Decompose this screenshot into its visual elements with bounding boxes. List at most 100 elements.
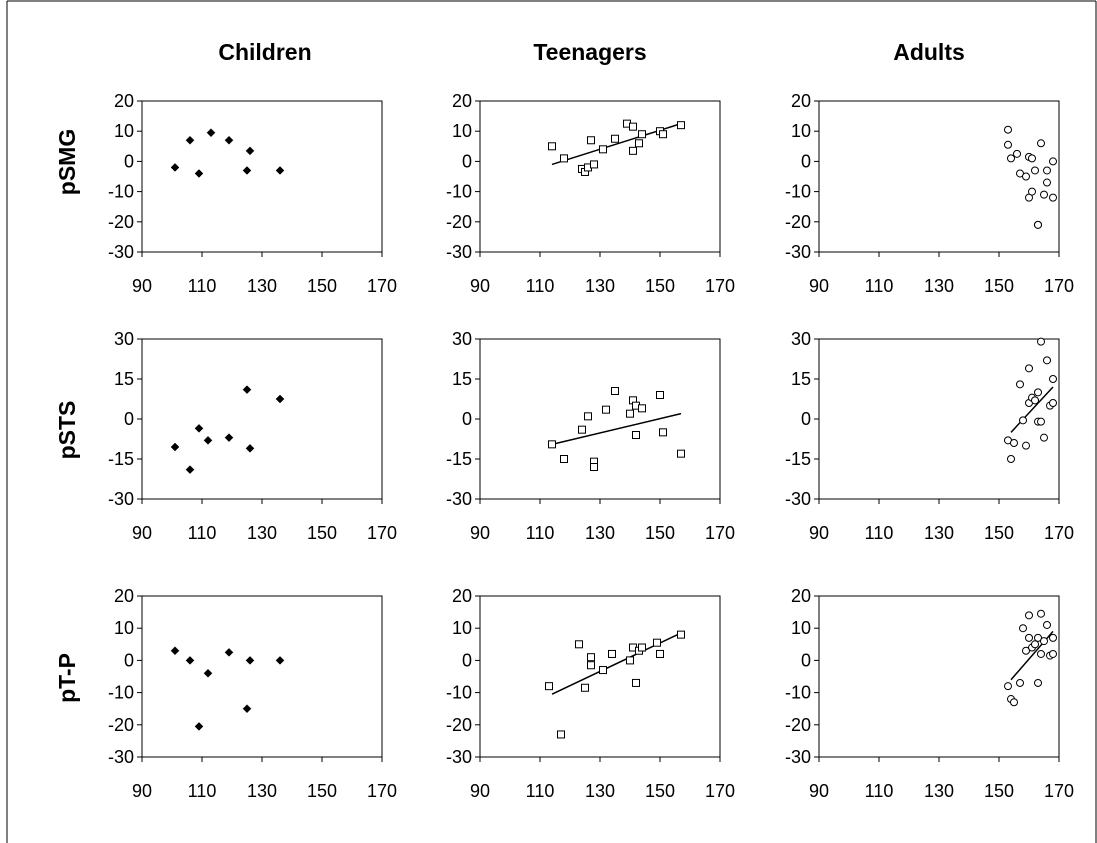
panel-ptp-adults-x-tick-label: 110: [865, 781, 894, 801]
panel-psmg-adults-y-tick-label: -30: [785, 242, 811, 262]
panel-psmg-children: -30 -20 -10 0 10 20 90 110 130 150 170: [108, 91, 397, 296]
panel-psmg-teenagers-data-point: [629, 122, 637, 131]
panel-psts-children-data-point: [242, 385, 252, 395]
panel-psmg-children-data-point: [245, 146, 255, 156]
panel-psmg-teenagers-y-tick-label: 0: [462, 151, 472, 171]
panel-ptp-children-data-point: [245, 656, 255, 665]
panel-psmg-teenagers-data-point: [611, 134, 619, 143]
panel-psmg-children-y-tick-label: -10: [108, 182, 134, 202]
panel-ptp-teenagers-x-tick-label: 170: [705, 781, 735, 801]
panel-psts-teenagers-data-point: [611, 387, 619, 395]
panel-ptp-children-y-tick-label: -30: [108, 747, 134, 767]
panel-psmg-teenagers: -30 -20 -10 0 10 20 90 110 130 150 170: [446, 91, 735, 296]
panel-psts-teenagers-data-point: [632, 431, 640, 439]
panel-ptp-children-plot-area: [141, 595, 383, 758]
panel-psts-teenagers-data-point: [677, 449, 685, 458]
panel-psmg-teenagers-y-tick-label: -10: [446, 182, 472, 202]
panel-psmg-children-x-tick-label: 110: [188, 276, 217, 296]
panel-psmg-adults-y-tick-label: -20: [785, 212, 811, 232]
panel-ptp-adults-y-tick-label: 10: [791, 618, 811, 638]
panel-ptp-children-data-point: [242, 704, 252, 714]
panel-ptp-adults-data-point: [1034, 678, 1042, 687]
panel-ptp-adults-x-tick-label: 170: [1044, 781, 1074, 801]
panel-psts-teenagers: -30 -15 0 15 30 90 110 130 150 170: [446, 329, 735, 543]
panel-psts-children: -30 -15 0 15 30 90 110 130 150 170: [108, 329, 397, 543]
panel-psmg-adults: -30 -20 -10 0 10 20 90 110 130 150 170: [785, 91, 1074, 296]
panel-ptp-teenagers-y-tick-label: 20: [452, 586, 472, 606]
panel-ptp-teenagers-data-point: [575, 640, 583, 649]
panel-ptp-teenagers-data-point: [557, 730, 565, 739]
panel-psts-teenagers-y-tick-label: 0: [462, 409, 472, 429]
panel-psts-children-data-point: [185, 465, 195, 475]
panel-psmg-adults-data-point: [1043, 178, 1051, 187]
panel-psts-teenagers-x-tick-label: 110: [526, 523, 555, 543]
panel-ptp-children-x-tick-label: 170: [367, 781, 397, 801]
panel-psmg-children-x-tick-label: 150: [307, 276, 337, 296]
panel-psts-adults-data-point: [1010, 439, 1018, 447]
panel-psmg-teenagers-data-point: [629, 146, 637, 155]
panel-ptp-teenagers-y-tick-label: -10: [446, 683, 472, 703]
panel-psts-adults-data-point: [1019, 416, 1027, 425]
panel-psmg-teenagers-x-tick-label: 130: [585, 276, 615, 296]
panel-psmg-teenagers-data-point: [677, 121, 685, 130]
panel-ptp-children-data-point: [224, 647, 234, 657]
panel-psts-adults-y-tick-label: -30: [785, 489, 811, 509]
panel-psts-teenagers-data-point: [578, 425, 586, 434]
panel-ptp-teenagers-y-tick-label: -20: [446, 715, 472, 735]
panel-psmg-children-x-tick-label: 130: [247, 276, 277, 296]
panel-psmg-adults-data-point: [1028, 154, 1036, 163]
panel-psts-adults-y-tick-label: 0: [801, 409, 811, 429]
panel-psmg-adults-x-tick-label: 170: [1044, 276, 1074, 296]
panel-ptp-adults-data-point: [1037, 649, 1045, 658]
panel-ptp-adults-y-tick-label: 0: [801, 650, 811, 670]
column-title-teenagers: Teenagers: [533, 39, 646, 65]
panel-ptp-children-x-tick-label: 110: [188, 781, 217, 801]
panel-ptp-adults-data-point: [1025, 611, 1033, 620]
panel-psmg-adults-y-tick-label: 0: [801, 151, 811, 171]
panel-psts-children-x-tick-label: 150: [307, 523, 337, 543]
panel-ptp-children-data-point: [170, 646, 180, 656]
panel-psmg-children-data-point: [206, 128, 216, 138]
panel-ptp-adults-data-point: [1043, 620, 1051, 629]
panel-psmg-adults-data-point: [1028, 187, 1036, 196]
panel-psmg-adults-data-point: [1004, 140, 1012, 149]
panel-psts-teenagers-regression-line: [551, 412, 682, 446]
panel-ptp-teenagers-data-point: [638, 643, 646, 652]
panel-psmg-teenagers-data-point: [587, 136, 595, 145]
panel-ptp-teenagers-y-tick-label: 10: [452, 618, 472, 638]
panel-psts-teenagers-data-point: [626, 409, 634, 418]
panel-ptp-children-data-point: [275, 656, 285, 665]
panel-psmg-adults-data-point: [1004, 125, 1012, 134]
panel-psmg-adults-y-tick-label: 10: [791, 121, 811, 141]
panel-psts-children-data-point: [275, 394, 285, 404]
panel-psts-children-x-tick-label: 90: [132, 523, 152, 543]
panel-ptp-teenagers-data-point: [599, 666, 607, 675]
panel-psts-children-y-tick-label: 0: [124, 409, 134, 429]
panel-ptp-adults-data-point: [1019, 624, 1027, 633]
panel-ptp-teenagers-x-tick-label: 110: [526, 781, 555, 801]
panel-psts-adults-data-point: [1034, 388, 1042, 397]
panel-psts-adults-data-point: [1016, 380, 1024, 389]
panel-psmg-adults-data-point: [1049, 193, 1057, 202]
panel-ptp-adults-data-point: [1037, 609, 1045, 618]
panel-psmg-teenagers-y-tick-label: 10: [452, 121, 472, 141]
panel-ptp-teenagers-data-point: [608, 649, 616, 658]
panel-psmg-adults-y-tick-label: 20: [791, 91, 811, 111]
panel-psmg-adults-data-point: [1040, 190, 1048, 199]
panel-psts-adults-y-tick-label: -15: [785, 449, 811, 469]
panel-ptp-adults-x-tick-label: 150: [984, 781, 1014, 801]
panel-psts-teenagers-x-tick-label: 150: [645, 523, 675, 543]
panel-psmg-teenagers-data-point: [638, 130, 646, 139]
panel-psmg-adults-data-point: [1022, 172, 1030, 181]
panel-psts-teenagers-data-point: [548, 440, 556, 449]
panel-psmg-children-x-tick-label: 170: [367, 276, 397, 296]
panel-psmg-children-data-point: [194, 169, 204, 178]
panel-ptp-teenagers-plot-area: [479, 595, 721, 758]
panel-ptp-teenagers-x-tick-label: 90: [470, 781, 490, 801]
panel-ptp-teenagers: -30 -20 -10 0 10 20 90 110 130 150 170: [446, 586, 735, 801]
panel-psmg-teenagers-data-point: [590, 160, 598, 169]
panel-psts-children-x-tick-label: 130: [247, 523, 277, 543]
panel-ptp-children-x-tick-label: 130: [247, 781, 277, 801]
panel-ptp-adults-data-point: [1022, 646, 1030, 655]
